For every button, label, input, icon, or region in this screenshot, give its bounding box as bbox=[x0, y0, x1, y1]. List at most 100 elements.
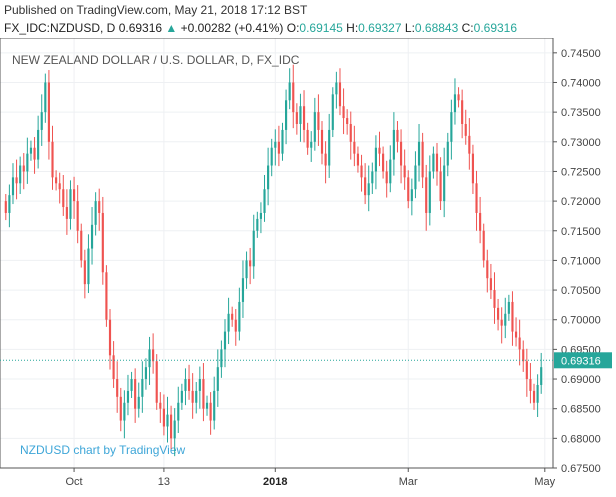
candle-body bbox=[346, 118, 349, 124]
candle-body bbox=[80, 230, 83, 261]
candle-body bbox=[238, 301, 241, 332]
candle-body bbox=[306, 129, 309, 148]
candle-body bbox=[364, 177, 367, 196]
candle-body bbox=[493, 290, 496, 308]
candle-body bbox=[26, 153, 29, 172]
candle-body bbox=[162, 408, 165, 427]
candles bbox=[4, 64, 543, 457]
y-tick-label: 0.67500 bbox=[561, 463, 601, 475]
candle-body bbox=[220, 349, 223, 368]
candle-body bbox=[119, 396, 122, 421]
candle-body bbox=[529, 379, 532, 391]
candle-body bbox=[349, 124, 352, 142]
candle-body bbox=[245, 260, 248, 279]
candle-body bbox=[353, 141, 356, 154]
candle-body bbox=[450, 112, 453, 142]
candle-body bbox=[421, 141, 424, 178]
candle-body bbox=[288, 82, 291, 101]
candle-body bbox=[213, 390, 216, 421]
candle-body bbox=[378, 147, 381, 154]
high-value: 0.69327 bbox=[358, 21, 402, 35]
candle-body bbox=[525, 361, 528, 380]
candle-body bbox=[428, 171, 431, 213]
candle-body bbox=[507, 301, 510, 314]
candle-body bbox=[342, 106, 345, 119]
candle-body bbox=[514, 331, 518, 338]
candle-body bbox=[410, 189, 413, 202]
candle-body bbox=[4, 201, 7, 213]
candle-body bbox=[252, 230, 255, 267]
candle-body bbox=[259, 212, 263, 219]
candle-body bbox=[497, 307, 500, 320]
candle-body bbox=[76, 201, 79, 231]
candle-body bbox=[19, 165, 22, 184]
y-tick-label: 0.70500 bbox=[561, 285, 601, 297]
candlestick-chart[interactable]: NEW ZEALAND DOLLAR / U.S. DOLLAR, D, FX_… bbox=[0, 38, 616, 497]
candle-body bbox=[173, 420, 176, 439]
candle-body bbox=[29, 147, 33, 154]
candle-body bbox=[33, 147, 36, 160]
candle-body bbox=[540, 367, 543, 385]
open-label: O: bbox=[286, 21, 300, 35]
candle-body bbox=[457, 94, 460, 101]
candle-body bbox=[461, 100, 464, 124]
candle-body bbox=[486, 260, 489, 279]
last-price-marker: 0.69316 bbox=[0, 352, 612, 369]
candle-body bbox=[62, 189, 65, 208]
candle-body bbox=[335, 82, 338, 95]
candle-body bbox=[187, 379, 191, 391]
candle-body bbox=[446, 141, 449, 166]
candle-body bbox=[443, 165, 446, 202]
candle-body bbox=[51, 141, 54, 178]
candle-body bbox=[134, 379, 137, 409]
candle-body bbox=[65, 207, 68, 219]
candle-body bbox=[90, 224, 94, 249]
y-tick-label: 0.73500 bbox=[561, 107, 601, 119]
x-tick-label: 2018 bbox=[263, 476, 287, 488]
candle-body bbox=[356, 153, 360, 166]
candle-body bbox=[116, 379, 119, 397]
candle-body bbox=[475, 183, 478, 213]
candle-body bbox=[58, 183, 61, 190]
plot-frame bbox=[0, 38, 554, 469]
y-tick-label: 0.68000 bbox=[561, 433, 601, 445]
candle-body bbox=[83, 260, 86, 285]
candle-body bbox=[407, 177, 410, 202]
candle-body bbox=[292, 82, 295, 113]
candle-body bbox=[249, 260, 252, 267]
candle-body bbox=[256, 218, 259, 231]
candle-body bbox=[392, 129, 395, 160]
candle-body bbox=[425, 177, 428, 213]
candle-body bbox=[277, 141, 280, 154]
candle-body bbox=[482, 230, 485, 261]
candle-body bbox=[148, 349, 151, 368]
open-value: 0.69145 bbox=[299, 21, 343, 35]
x-axis: Oct 13 2018 Mar May bbox=[66, 468, 556, 488]
candle-body bbox=[338, 82, 342, 107]
candle-body bbox=[55, 177, 58, 184]
candle-body bbox=[137, 396, 140, 409]
chart-title: NEW ZEALAND DOLLAR / U.S. DOLLAR, D, FX_… bbox=[12, 53, 300, 67]
candle-body bbox=[414, 165, 417, 190]
low-label: L: bbox=[404, 21, 415, 35]
candle-body bbox=[317, 112, 320, 130]
y-tick-label: 0.72000 bbox=[561, 196, 601, 208]
y-tick-label: 0.70000 bbox=[561, 315, 601, 327]
y-tick-label: 0.71000 bbox=[561, 255, 601, 267]
candle-body bbox=[464, 124, 467, 136]
quote-line: FX_IDC:NZDUSD, D 0.69316 ▲ +0.00282 (+0.… bbox=[4, 21, 517, 35]
candle-body bbox=[180, 390, 183, 403]
x-tick-label: Mar bbox=[399, 476, 418, 488]
candle-body bbox=[241, 278, 245, 302]
candle-body bbox=[209, 402, 212, 421]
candle-body bbox=[108, 319, 112, 356]
high-label: H: bbox=[346, 21, 359, 35]
candle-body bbox=[267, 165, 270, 190]
candle-body bbox=[432, 153, 435, 172]
candle-body bbox=[144, 367, 148, 380]
candle-body bbox=[536, 384, 539, 403]
candle-body bbox=[320, 129, 324, 154]
candle-body bbox=[489, 278, 492, 291]
candle-body bbox=[130, 379, 133, 391]
candle-body bbox=[87, 248, 90, 285]
